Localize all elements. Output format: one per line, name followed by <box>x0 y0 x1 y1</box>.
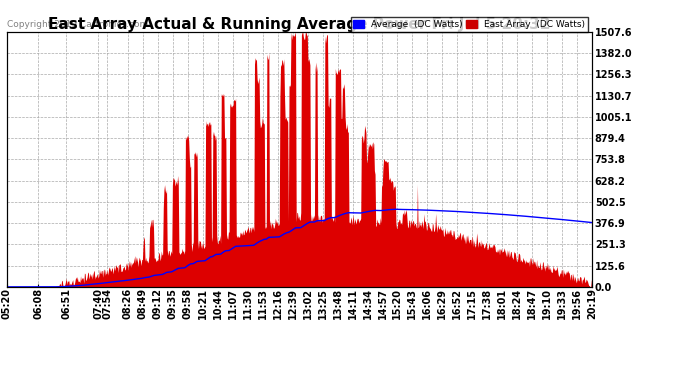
Title: East Array Actual & Running Average Power Fri Jul 5 20:32: East Array Actual & Running Average Powe… <box>48 17 551 32</box>
Text: Copyright 2019 Cartronics.com: Copyright 2019 Cartronics.com <box>7 20 148 29</box>
Legend: Average  (DC Watts), East Array  (DC Watts): Average (DC Watts), East Array (DC Watts… <box>351 17 587 32</box>
